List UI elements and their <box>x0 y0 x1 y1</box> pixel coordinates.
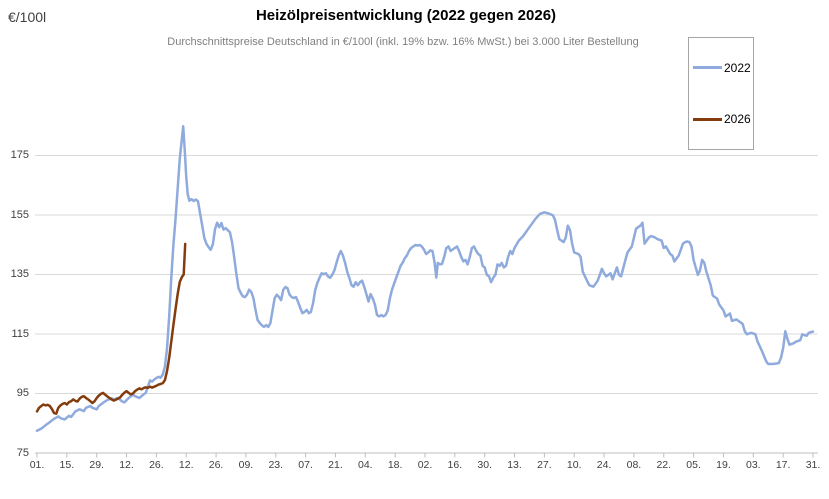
legend-swatch-2026 <box>693 117 722 121</box>
x-axis-label: 13.Aug <box>507 459 522 471</box>
x-axis-label: 26.Mrz <box>208 459 224 471</box>
series-line-2026 <box>35 242 187 415</box>
x-axis-label: 19.Nov <box>716 459 731 471</box>
chart-title: Heizölpreisentwicklung (2022 gegen 2026) <box>255 7 557 24</box>
x-axis-label: 15.Jan <box>59 459 75 471</box>
x-axis-label: 03.Dez <box>745 459 761 471</box>
x-axis-label: 02.Jul <box>417 459 433 471</box>
x-axis-label: 07.Mai <box>298 459 313 471</box>
x-axis-label: 10.Sep <box>566 459 582 471</box>
y-axis-unit-label: €/100l <box>8 9 47 25</box>
x-axis-label: 16.Jul <box>447 459 463 471</box>
x-axis-label: 17.Dez <box>775 459 791 471</box>
x-axis-label: 27.Aug <box>537 459 552 471</box>
y-axis-label: 135 <box>10 268 29 280</box>
y-axis-label: 155 <box>10 208 29 221</box>
legend-label: 2026 <box>724 112 751 127</box>
chart-subtitle: Durchschnittspreise Deutschland in €/100… <box>167 36 639 48</box>
y-axis-label: 75 <box>16 446 29 459</box>
x-axis-label: 18.Jun <box>387 459 403 471</box>
x-axis-label: 30.Jul <box>477 459 492 471</box>
x-axis-label: 09.Apr <box>238 459 254 471</box>
x-axis-label: 12.Mrz <box>178 459 194 471</box>
y-axis-label: 95 <box>16 387 29 399</box>
x-axis-label: 05.Nov <box>686 459 701 471</box>
y-axis-label: 175 <box>10 149 29 161</box>
x-axis-label: 23.Apr <box>268 459 284 471</box>
x-axis-label: 24.Sep <box>596 459 612 471</box>
x-axis-label: 29.Jan <box>89 459 104 471</box>
legend: 2022 2026 <box>688 37 754 150</box>
x-axis-label: 01.Jan <box>29 459 45 471</box>
x-axis-label: 08.Okt <box>626 459 642 471</box>
legend-label: 2022 <box>724 60 751 75</box>
legend-item-2022: 2022 <box>693 61 751 75</box>
x-axis-label: 22.Okt <box>656 459 672 471</box>
x-axis-label: 04.Jun <box>357 459 373 471</box>
x-axis-label: 31.Dez <box>805 459 821 471</box>
x-axis-label: 26.Feb <box>149 459 164 471</box>
legend-swatch-2022 <box>693 66 722 70</box>
series-line-2022 <box>35 125 815 432</box>
x-axis-label: 21.Mai <box>328 459 343 471</box>
y-axis-label: 115 <box>11 327 29 340</box>
legend-item-2026: 2026 <box>693 112 751 126</box>
x-axis-label: 12.Feb <box>119 459 134 471</box>
